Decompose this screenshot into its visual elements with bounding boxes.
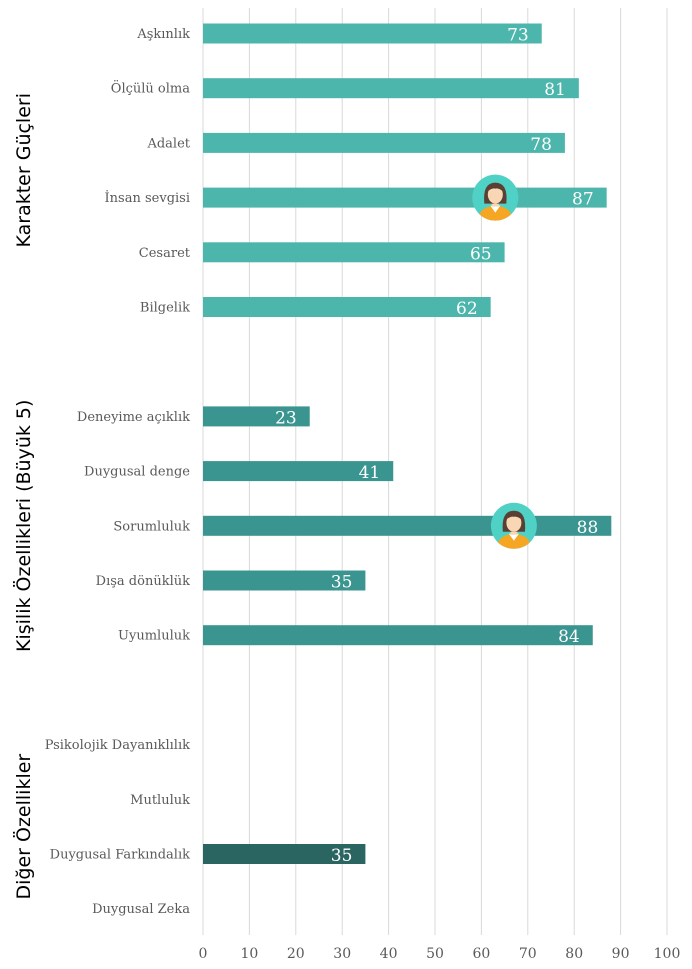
category-label: Psikolojik Dayanıklılık xyxy=(45,738,190,753)
x-tick-label: 100 xyxy=(654,946,681,962)
x-tick-label: 40 xyxy=(380,946,398,962)
data-label: 65 xyxy=(470,244,492,264)
group-label: Kişilik Özellikleri (Büyük 5) xyxy=(12,400,35,652)
x-tick-label: 70 xyxy=(519,946,537,962)
category-label: Dışa dönüklük xyxy=(96,574,190,589)
data-label: 41 xyxy=(359,463,381,483)
bar xyxy=(203,625,593,646)
category-label: Ölçülü olma xyxy=(111,80,190,97)
data-label: 88 xyxy=(577,518,599,538)
data-label: 62 xyxy=(456,299,478,319)
category-label: Duygusal Zeka xyxy=(92,902,190,917)
category-label: Duygusal Farkındalık xyxy=(50,848,190,863)
bar xyxy=(203,515,612,536)
data-label: 81 xyxy=(544,80,566,100)
group-label: Diğer Özellikler xyxy=(12,754,35,900)
category-label: Duygusal denge xyxy=(84,465,190,480)
bar xyxy=(203,187,607,208)
bar xyxy=(203,570,366,591)
category-labels: Aşkınlık Ölçülü olma Adalet İnsan sevgisi Ce… xyxy=(45,27,191,917)
x-tick-label: 80 xyxy=(565,946,583,962)
group-labels: Karakter Güçleri Kişilik Özellikleri (Büy… xyxy=(12,93,35,900)
bar xyxy=(203,242,505,263)
bar xyxy=(203,297,491,317)
data-label: 73 xyxy=(507,26,529,46)
bar xyxy=(203,132,565,153)
person-avatar-icon xyxy=(472,174,519,221)
x-tick-label: 30 xyxy=(333,946,351,962)
data-label: 78 xyxy=(530,135,552,155)
category-label: Mutluluk xyxy=(130,793,190,808)
group-label: Karakter Güçleri xyxy=(13,93,35,248)
category-label: Sorumluluk xyxy=(113,519,190,534)
data-label: 35 xyxy=(331,573,353,593)
data-label: 84 xyxy=(558,627,580,647)
category-label: Uyumluluk xyxy=(118,629,190,644)
category-label: Bilgelik xyxy=(140,301,190,316)
x-tick-label: 60 xyxy=(472,946,490,962)
person-avatar-icon xyxy=(490,502,537,549)
data-label: 35 xyxy=(331,846,353,866)
x-tick-label: 90 xyxy=(612,946,630,962)
x-tick-label: 10 xyxy=(240,946,258,962)
bar xyxy=(203,23,542,44)
x-tick-label: 50 xyxy=(426,946,444,962)
bar xyxy=(203,461,394,482)
x-tick-label: 20 xyxy=(287,946,305,962)
data-label: 87 xyxy=(572,190,594,210)
category-label: Cesaret xyxy=(139,246,191,261)
bars: 73 81 78 87 65 62 23 41 88 35 84 35 xyxy=(203,23,612,866)
category-label: Deneyime açıklık xyxy=(77,410,190,425)
category-label: Adalet xyxy=(146,136,190,151)
data-label: 23 xyxy=(275,408,297,428)
category-label: İnsan sevgisi xyxy=(105,189,190,206)
category-label: Aşkınlık xyxy=(136,27,190,42)
bar xyxy=(203,406,310,427)
bar xyxy=(203,844,366,864)
x-tick-label: 0 xyxy=(199,946,208,962)
x-axis-ticks: 0 10 20 30 40 50 60 70 80 90 100 xyxy=(199,946,681,962)
bar xyxy=(203,78,579,99)
